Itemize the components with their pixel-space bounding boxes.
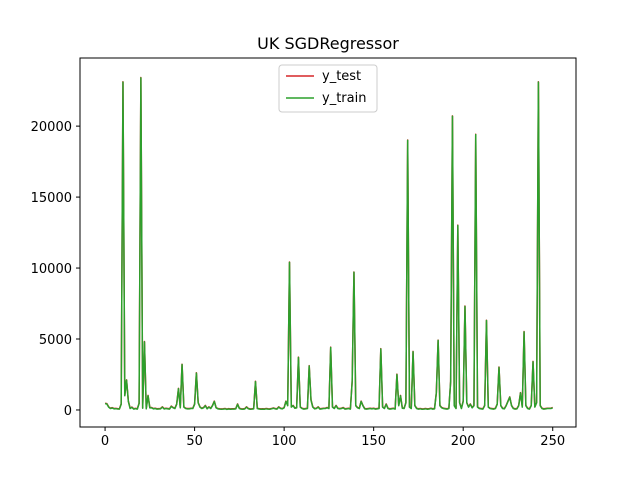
y-axis: 0 5000 10000 15000 20000 — [31, 120, 80, 419]
y-tick-label: 20000 — [31, 120, 72, 135]
x-tick-label: 50 — [186, 434, 203, 449]
x-axis: 0 50 100 150 200 250 — [101, 427, 565, 449]
x-tick-label: 250 — [540, 434, 565, 449]
legend: y_test y_train — [278, 64, 378, 113]
x-tick-label: 150 — [361, 434, 386, 449]
y-tick-label: 5000 — [39, 333, 72, 348]
plot-area-frame — [79, 57, 577, 428]
legend-label-y-train: y_train — [322, 91, 366, 106]
plot-lines — [104, 76, 553, 411]
x-tick-label: 100 — [272, 434, 297, 449]
series-line-y-train — [104, 77, 553, 411]
x-tick-label: 0 — [101, 434, 109, 449]
y-tick-label: 10000 — [31, 262, 72, 277]
y-tick-label: 0 — [64, 404, 72, 419]
chart-title: UK SGDRegressor — [257, 34, 399, 53]
y-tick-label: 15000 — [31, 191, 72, 206]
x-tick-label: 200 — [451, 434, 476, 449]
legend-label-y-test: y_test — [322, 69, 361, 84]
